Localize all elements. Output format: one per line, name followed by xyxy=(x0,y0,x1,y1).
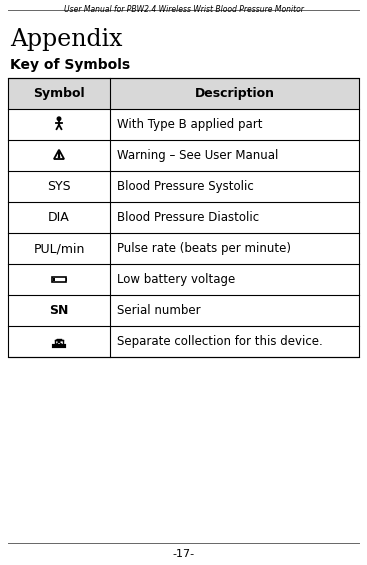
Text: Pulse rate (beats per minute): Pulse rate (beats per minute) xyxy=(117,242,291,255)
Bar xyxy=(55,340,63,345)
Text: Appendix: Appendix xyxy=(10,28,122,51)
Bar xyxy=(8,78,359,109)
Text: Symbol: Symbol xyxy=(33,87,85,100)
Bar xyxy=(53,278,55,281)
Text: Low battery voltage: Low battery voltage xyxy=(117,273,235,286)
Text: SN: SN xyxy=(49,304,69,317)
Bar xyxy=(66,278,67,281)
Circle shape xyxy=(58,157,59,158)
Text: -17-: -17- xyxy=(172,549,195,559)
Text: User Manual for PBW2.4 Wireless Wrist Blood Pressure Monitor: User Manual for PBW2.4 Wireless Wrist Bl… xyxy=(63,5,304,14)
Text: Warning – See User Manual: Warning – See User Manual xyxy=(117,149,279,162)
Text: Blood Pressure Diastolic: Blood Pressure Diastolic xyxy=(117,211,259,224)
Text: Separate collection for this device.: Separate collection for this device. xyxy=(117,335,323,348)
Text: Key of Symbols: Key of Symbols xyxy=(10,58,130,72)
Text: Serial number: Serial number xyxy=(117,304,201,317)
Bar xyxy=(52,277,66,282)
Text: DIA: DIA xyxy=(48,211,70,224)
Circle shape xyxy=(57,117,61,120)
Text: PUL/min: PUL/min xyxy=(33,242,85,255)
Bar xyxy=(8,78,359,357)
Text: Blood Pressure Systolic: Blood Pressure Systolic xyxy=(117,180,254,193)
Text: SYS: SYS xyxy=(47,180,71,193)
Text: With Type B applied part: With Type B applied part xyxy=(117,118,262,131)
Text: Description: Description xyxy=(195,87,275,100)
